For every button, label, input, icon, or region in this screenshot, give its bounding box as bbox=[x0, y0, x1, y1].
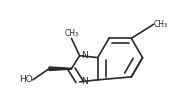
Polygon shape bbox=[49, 67, 71, 71]
Text: N: N bbox=[81, 77, 88, 86]
Text: N: N bbox=[81, 51, 88, 60]
Text: CH₃: CH₃ bbox=[154, 20, 168, 29]
Text: CH₃: CH₃ bbox=[64, 29, 78, 38]
Text: HO: HO bbox=[19, 75, 33, 84]
